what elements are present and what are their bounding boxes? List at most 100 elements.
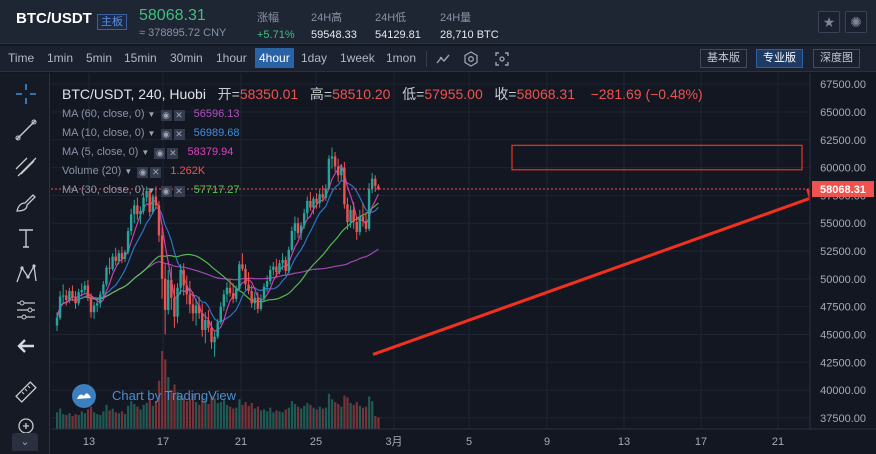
- fullscreen-icon[interactable]: [493, 50, 511, 68]
- eye-icon[interactable]: ◉: [137, 167, 149, 178]
- interval-15min[interactable]: 15min: [124, 51, 157, 65]
- candle-body: [287, 249, 290, 272]
- candle: [173, 284, 176, 328]
- candle-body: [102, 284, 105, 295]
- interval-4hour[interactable]: 4hour: [255, 48, 294, 68]
- ma60-line: [56, 248, 379, 318]
- text-icon[interactable]: [13, 225, 39, 251]
- close-icon[interactable]: ✕: [173, 110, 185, 121]
- interval-1min[interactable]: 1min: [47, 51, 74, 65]
- view-depth[interactable]: 深度图: [813, 49, 860, 68]
- eye-icon[interactable]: ◉: [160, 186, 172, 197]
- low-label: 24H低: [375, 12, 407, 24]
- candle-body: [247, 284, 250, 292]
- candle: [170, 266, 173, 310]
- candle-body: [275, 266, 278, 273]
- candle: [299, 222, 303, 240]
- volume-bar: [99, 415, 102, 429]
- indicator-icon[interactable]: [434, 50, 452, 68]
- open-value: 58350.01: [239, 86, 299, 102]
- candle: [367, 183, 371, 231]
- collapse-toggle[interactable]: ⌄: [12, 433, 38, 451]
- volume-bar: [93, 412, 96, 429]
- crosshair-icon[interactable]: [13, 81, 39, 107]
- view-basic[interactable]: 基本版: [700, 49, 747, 68]
- candle-body: [204, 319, 207, 330]
- volume-bar: [232, 408, 235, 429]
- candle: [142, 193, 145, 215]
- chevron-down-icon[interactable]: ▼: [147, 110, 156, 119]
- chevron-down-icon[interactable]: ▼: [147, 129, 156, 138]
- interval-30min[interactable]: 30min: [170, 51, 203, 65]
- close-icon[interactable]: ✕: [150, 167, 162, 178]
- price-tick-label: 65000.00: [820, 107, 866, 119]
- eye-icon[interactable]: ◉: [154, 148, 166, 159]
- price-tick-label: 60000.00: [820, 163, 866, 175]
- candle-body: [210, 327, 213, 343]
- interval-1hour[interactable]: 1hour: [216, 51, 247, 65]
- interval-1week[interactable]: 1week: [340, 51, 375, 65]
- close-icon[interactable]: ✕: [173, 186, 185, 197]
- multi-line-icon[interactable]: [13, 153, 39, 179]
- time-tick-label: 21: [772, 436, 784, 448]
- chart-canvas[interactable]: 67500.0065000.0062500.0060000.0057500.00…: [51, 73, 876, 454]
- volume-bar: [349, 403, 352, 429]
- candle-body: [154, 196, 158, 206]
- pair-title[interactable]: BTC/USDT: [16, 10, 92, 27]
- volume-bar: [102, 411, 105, 429]
- pattern-icon[interactable]: [13, 261, 39, 287]
- close-icon[interactable]: ✕: [173, 129, 185, 140]
- candle-body: [86, 285, 90, 298]
- volume-bar: [222, 400, 226, 429]
- volume-bar: [136, 406, 139, 429]
- volume-bar: [120, 411, 124, 429]
- study-volume[interactable]: Volume (20) ▼ ◉ ✕ 1.262K: [62, 165, 205, 178]
- volume-bar: [352, 404, 355, 429]
- ruler-icon[interactable]: [13, 379, 39, 405]
- close-icon[interactable]: ✕: [167, 148, 179, 159]
- symbol-label[interactable]: BTC/USDT, 240, Huobi: [62, 86, 206, 102]
- sun-icon[interactable]: ✺: [845, 11, 867, 33]
- candle: [364, 212, 368, 233]
- volume-bar: [154, 401, 158, 429]
- candle-body: [133, 205, 136, 215]
- high-value-legend: 58510.20: [332, 86, 391, 102]
- settings-icon[interactable]: [462, 50, 480, 68]
- study-ma5[interactable]: MA (5, close, 0) ▼ ◉ ✕ 58379.94: [62, 146, 233, 159]
- candle-body: [281, 259, 284, 264]
- time-tick-label: 5: [466, 436, 472, 448]
- time-tick-label: 3月: [385, 436, 402, 448]
- candle: [284, 256, 287, 276]
- candlestick-chart[interactable]: 67500.0065000.0062500.0060000.0057500.00…: [51, 73, 876, 454]
- candle: [204, 312, 207, 344]
- candle: [231, 283, 235, 304]
- star-icon[interactable]: ★: [818, 11, 840, 33]
- brush-icon[interactable]: [13, 189, 39, 215]
- volume-bar: [161, 351, 164, 429]
- time-tick-label: 25: [310, 436, 322, 448]
- candle: [309, 192, 312, 211]
- interval-1mon[interactable]: 1mon: [386, 51, 417, 65]
- study-ma5-label: MA (5, close, 0): [62, 146, 139, 158]
- interval-5min[interactable]: 5min: [86, 51, 113, 65]
- study-ma60[interactable]: MA (60, close, 0) ▼ ◉ ✕ 56596.13: [62, 108, 239, 121]
- candle: [71, 285, 74, 302]
- interval-1day[interactable]: 1day: [301, 51, 328, 65]
- back-arrow-icon[interactable]: [13, 333, 39, 359]
- volume-bar: [216, 403, 219, 429]
- chevron-down-icon[interactable]: ▼: [141, 148, 150, 157]
- trend-line-icon[interactable]: [13, 117, 39, 143]
- candle-body: [222, 294, 226, 307]
- volume-bar: [238, 399, 241, 429]
- candle: [117, 249, 120, 265]
- chevron-down-icon[interactable]: ▼: [147, 186, 156, 195]
- study-ma10[interactable]: MA (10, close, 0) ▼ ◉ ✕ 56989.68: [62, 127, 239, 140]
- chevron-down-icon[interactable]: ▼: [124, 167, 133, 176]
- eye-icon[interactable]: ◉: [160, 129, 172, 140]
- candle: [275, 258, 278, 277]
- measure-icon[interactable]: [13, 297, 39, 323]
- view-pro[interactable]: 专业版: [756, 49, 803, 68]
- study-ma30[interactable]: MA (30, close, 0) ▼ ◉ ✕ 57717.27: [62, 184, 239, 197]
- candle: [340, 164, 343, 181]
- eye-icon[interactable]: ◉: [160, 110, 172, 121]
